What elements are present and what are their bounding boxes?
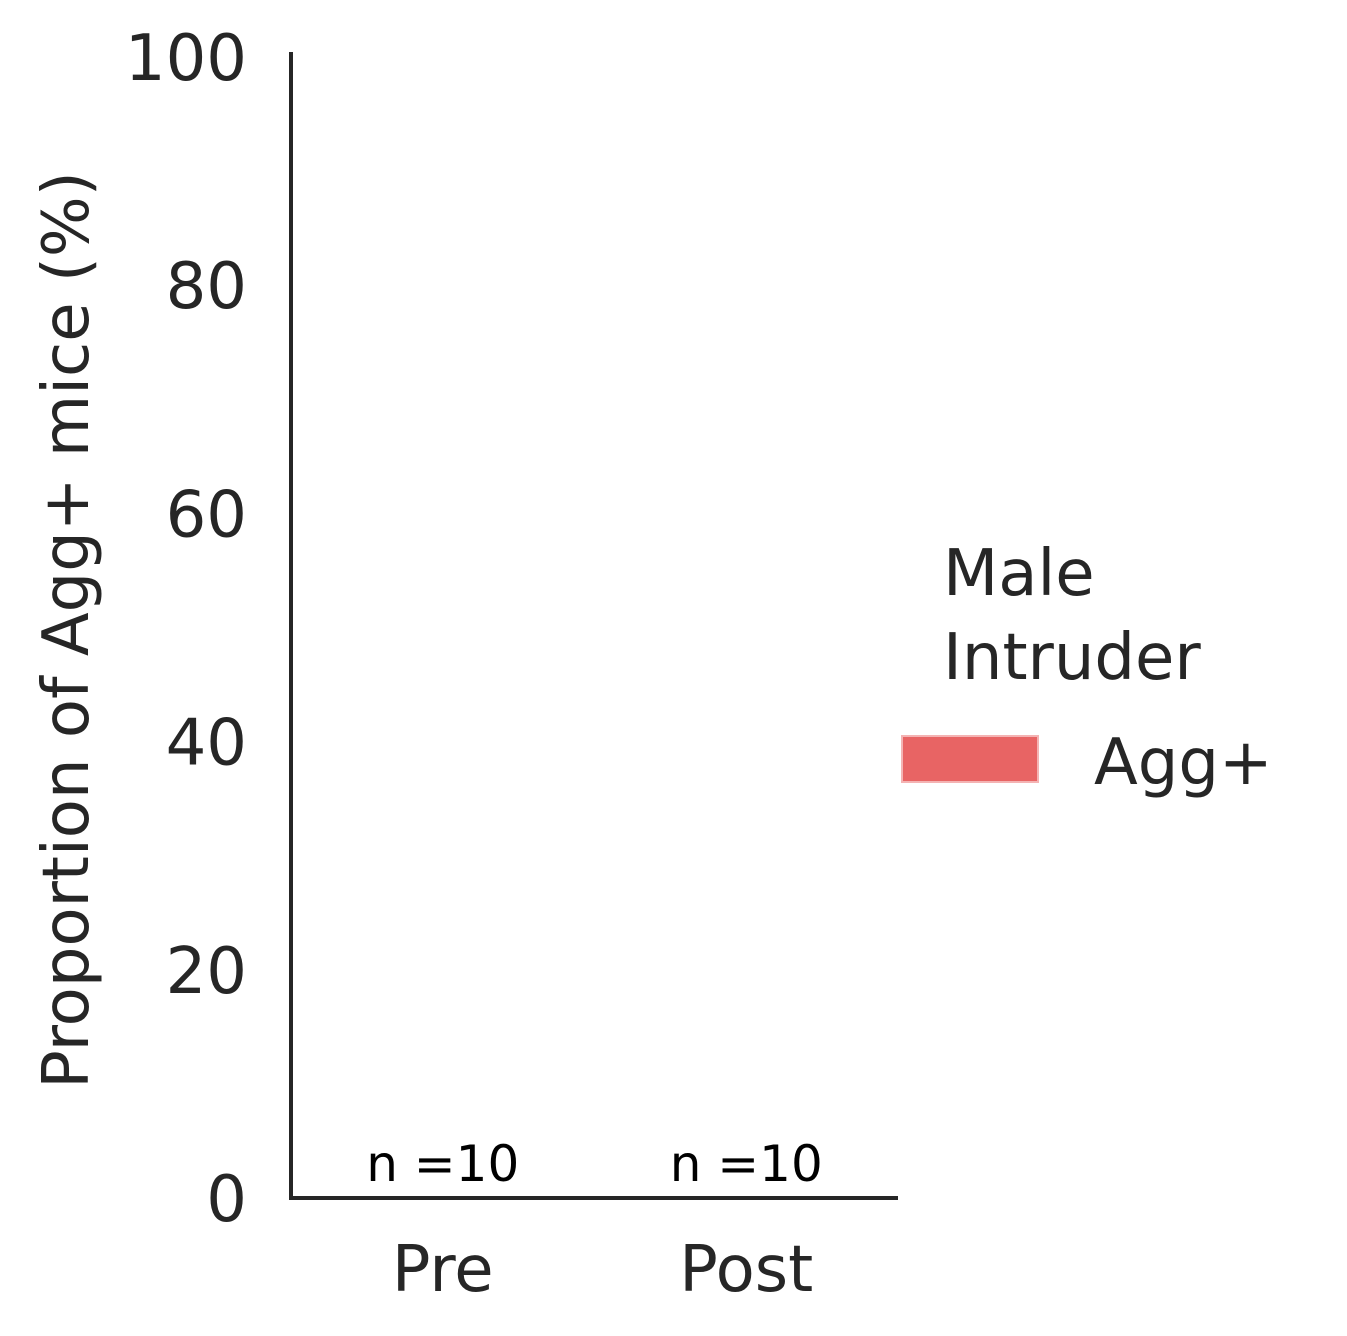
x-tick-label: Post — [679, 1233, 813, 1307]
y-tick-label: 80 — [166, 250, 247, 324]
legend-title-line-2: Intruder — [943, 621, 1201, 695]
y-axis-title: Proportion of Agg+ mice (%) — [30, 171, 104, 1088]
legend-label-agg-plus: Agg+ — [1094, 726, 1273, 800]
x-tick-label: Pre — [392, 1233, 494, 1307]
legend: Male Intruder Agg+ — [901, 537, 1273, 800]
y-tick-label: 20 — [166, 935, 247, 1009]
y-tick-label: 60 — [166, 478, 247, 552]
legend-swatch-agg-plus — [901, 735, 1039, 783]
y-tick-label: 0 — [206, 1163, 247, 1237]
n-label: n =10 — [670, 1135, 823, 1193]
y-tick-label: 40 — [166, 707, 247, 781]
x-ticks-group: Pre Post — [392, 1233, 813, 1307]
n-labels-group: n =10 n =10 — [366, 1135, 823, 1193]
y-tick-label: 100 — [125, 22, 247, 96]
y-ticks-group: 0 20 40 60 80 100 — [125, 22, 247, 1237]
legend-title-line-1: Male — [943, 537, 1095, 611]
n-label: n =10 — [366, 1135, 519, 1193]
